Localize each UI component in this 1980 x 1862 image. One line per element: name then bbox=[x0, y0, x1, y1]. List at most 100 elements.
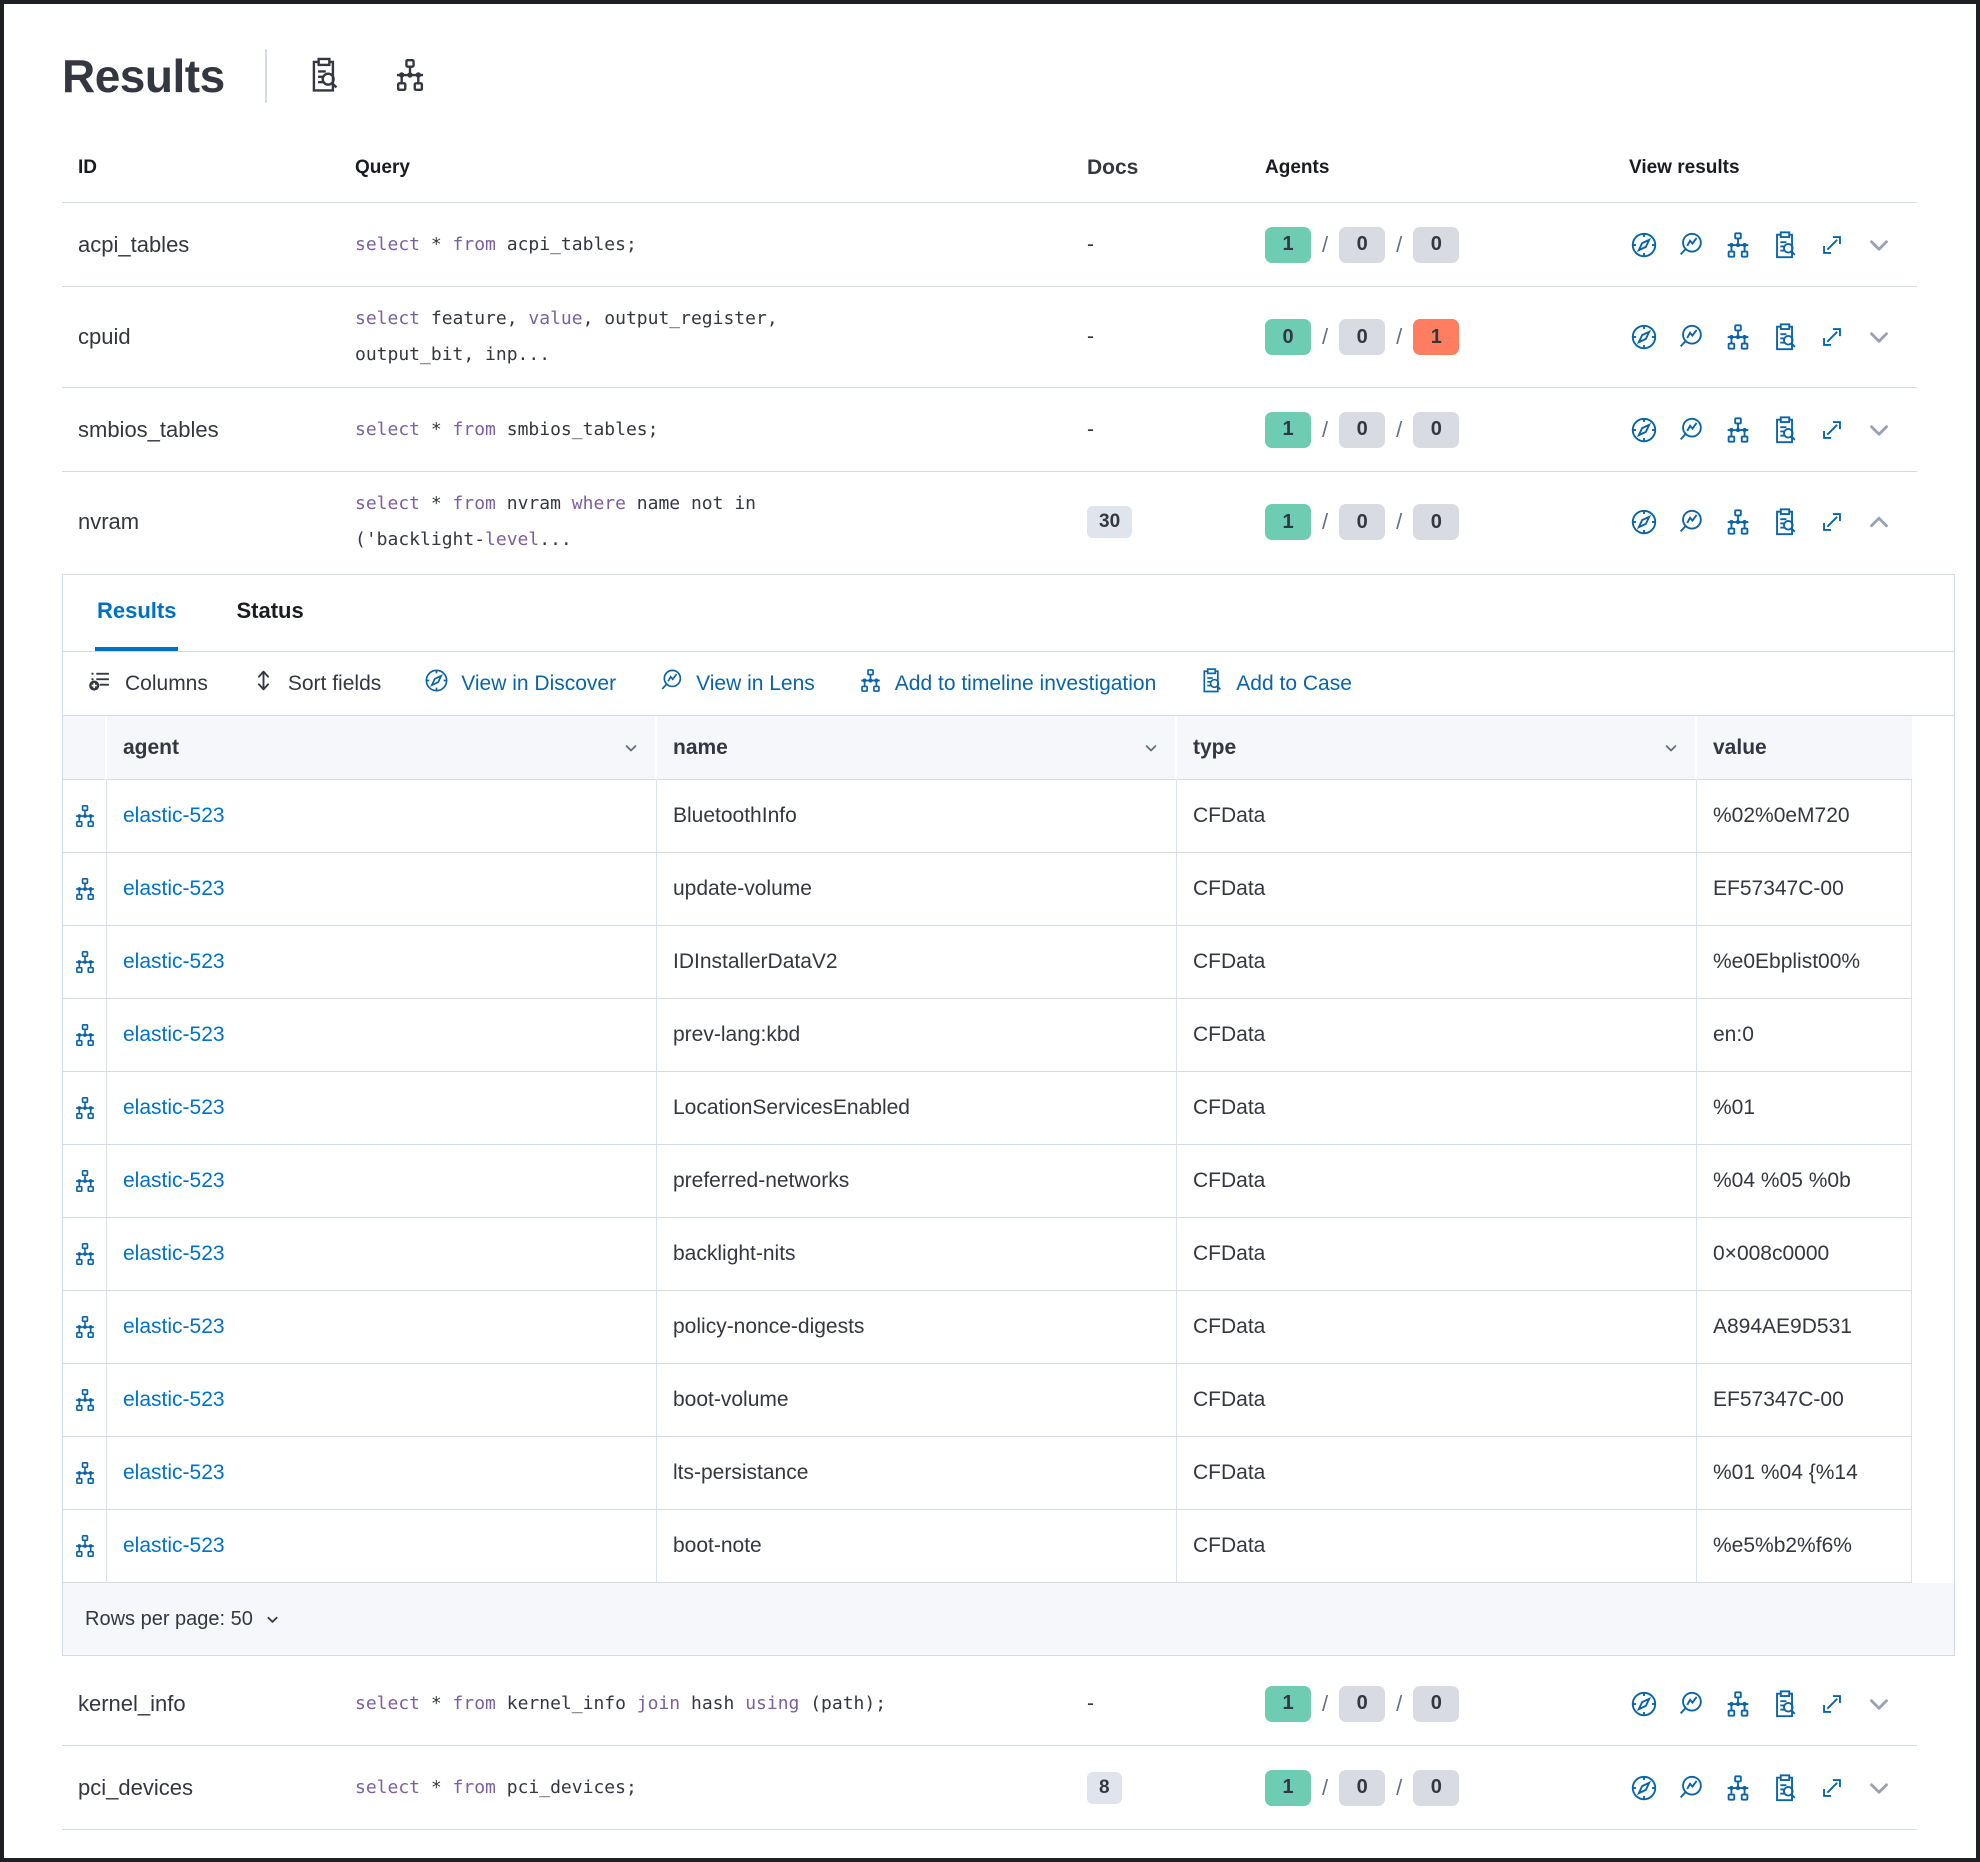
agent-link[interactable]: elastic-523 bbox=[123, 950, 225, 974]
grid-header-type[interactable]: type bbox=[1177, 716, 1697, 780]
add-to-timeline-button[interactable] bbox=[1723, 1773, 1753, 1803]
add-to-timeline-button[interactable] bbox=[1723, 507, 1753, 537]
rows-per-page-label: Rows per page: 50 bbox=[85, 1608, 253, 1631]
chevron-down-icon bbox=[1864, 415, 1894, 445]
row-timeline-control[interactable] bbox=[63, 1145, 107, 1217]
view-in-lens-button[interactable] bbox=[1676, 322, 1706, 352]
sort-fields-button[interactable]: Sort fields bbox=[250, 667, 381, 700]
toggle-expanded-button[interactable] bbox=[1864, 507, 1894, 537]
agent-link[interactable]: elastic-523 bbox=[123, 804, 225, 828]
agent-link[interactable]: elastic-523 bbox=[123, 1388, 225, 1412]
add-to-case-button[interactable] bbox=[1770, 415, 1800, 445]
column-header-docs: Docs bbox=[1055, 156, 1225, 180]
view-in-discover-button[interactable] bbox=[1629, 322, 1659, 352]
expand-results-button[interactable] bbox=[1817, 322, 1847, 352]
view-in-lens-button[interactable] bbox=[1676, 1689, 1706, 1719]
add-to-timeline-button[interactable] bbox=[1723, 415, 1753, 445]
agent-link[interactable]: elastic-523 bbox=[123, 877, 225, 901]
docs-count: - bbox=[1087, 233, 1094, 256]
row-timeline-control[interactable] bbox=[63, 926, 107, 998]
columns-button[interactable]: Columns bbox=[87, 667, 208, 700]
timeline-icon bbox=[72, 1022, 98, 1048]
view-in-lens-button[interactable] bbox=[1676, 230, 1706, 260]
expand-results-button[interactable] bbox=[1817, 1689, 1847, 1719]
query-id: kernel_info bbox=[62, 1691, 355, 1717]
query-id: nvram bbox=[62, 509, 355, 535]
add-to-timeline-button[interactable]: Add to timeline investigation bbox=[857, 667, 1157, 700]
expand-results-button[interactable] bbox=[1817, 230, 1847, 260]
expand-icon bbox=[1817, 507, 1847, 537]
result-type: CFData bbox=[1177, 1218, 1697, 1290]
rows-per-page-control[interactable]: Rows per page: 50 bbox=[63, 1583, 1954, 1655]
tab-status[interactable]: Status bbox=[234, 575, 305, 651]
add-to-timeline-button[interactable] bbox=[1723, 1689, 1753, 1719]
view-in-lens-button[interactable] bbox=[1676, 507, 1706, 537]
agent-link[interactable]: elastic-523 bbox=[123, 1534, 225, 1558]
row-timeline-control[interactable] bbox=[63, 1510, 107, 1582]
tab-results[interactable]: Results bbox=[95, 575, 178, 651]
row-timeline-control[interactable] bbox=[63, 1072, 107, 1144]
timeline-icon[interactable] bbox=[391, 56, 429, 97]
view-in-lens-button[interactable]: View in Lens bbox=[658, 667, 815, 700]
row-timeline-control[interactable] bbox=[63, 999, 107, 1071]
toggle-expanded-button[interactable] bbox=[1864, 415, 1894, 445]
add-to-timeline-button[interactable] bbox=[1723, 322, 1753, 352]
view-in-lens-button[interactable] bbox=[1676, 1773, 1706, 1803]
view-results-actions bbox=[1615, 1773, 1917, 1803]
row-timeline-control[interactable] bbox=[63, 1218, 107, 1290]
agent-link[interactable]: elastic-523 bbox=[123, 1169, 225, 1193]
view-in-discover-button[interactable]: View in Discover bbox=[423, 667, 616, 700]
query-sql: select * from acpi_tables; bbox=[355, 227, 1055, 263]
toggle-expanded-button[interactable] bbox=[1864, 322, 1894, 352]
inspect-icon[interactable] bbox=[305, 56, 343, 97]
add-to-case-button[interactable]: Add to Case bbox=[1198, 667, 1352, 700]
row-timeline-control[interactable] bbox=[63, 780, 107, 852]
grid-header-agent[interactable]: agent bbox=[107, 716, 657, 780]
expand-results-button[interactable] bbox=[1817, 415, 1847, 445]
agent-link[interactable]: elastic-523 bbox=[123, 1461, 225, 1485]
docs-count: - bbox=[1087, 418, 1094, 441]
grid-header-value[interactable]: value bbox=[1697, 716, 1912, 780]
docs-cell: - bbox=[1055, 1692, 1225, 1716]
view-in-discover-button[interactable] bbox=[1629, 1689, 1659, 1719]
sort-icon bbox=[250, 667, 277, 694]
agent-cell: elastic-523 bbox=[107, 1291, 657, 1363]
timeline-icon bbox=[72, 1314, 98, 1340]
expand-results-button[interactable] bbox=[1817, 1773, 1847, 1803]
agent-count-badge: 0 bbox=[1339, 319, 1385, 355]
timeline-icon bbox=[1723, 1773, 1753, 1803]
agent-count-badge: 1 bbox=[1265, 504, 1311, 540]
result-type: CFData bbox=[1177, 1364, 1697, 1436]
toggle-expanded-button[interactable] bbox=[1864, 1773, 1894, 1803]
view-in-discover-button[interactable] bbox=[1629, 1773, 1659, 1803]
toggle-expanded-button[interactable] bbox=[1864, 1689, 1894, 1719]
row-timeline-control[interactable] bbox=[63, 1291, 107, 1363]
add-to-case-button[interactable] bbox=[1770, 322, 1800, 352]
timeline-icon bbox=[72, 1387, 98, 1413]
result-type: CFData bbox=[1177, 1072, 1697, 1144]
agent-link[interactable]: elastic-523 bbox=[123, 1242, 225, 1266]
add-to-case-button[interactable] bbox=[1770, 1689, 1800, 1719]
toggle-expanded-button[interactable] bbox=[1864, 230, 1894, 260]
view-in-discover-button[interactable] bbox=[1629, 415, 1659, 445]
add-to-case-button[interactable] bbox=[1770, 507, 1800, 537]
lens-icon bbox=[658, 667, 685, 694]
view-in-discover-button[interactable] bbox=[1629, 507, 1659, 537]
timeline-icon bbox=[72, 1533, 98, 1559]
add-to-timeline-button[interactable] bbox=[1723, 230, 1753, 260]
result-type: CFData bbox=[1177, 1291, 1697, 1363]
agent-link[interactable]: elastic-523 bbox=[123, 1315, 225, 1339]
row-timeline-control[interactable] bbox=[63, 853, 107, 925]
add-to-case-button[interactable] bbox=[1770, 230, 1800, 260]
row-timeline-control[interactable] bbox=[63, 1364, 107, 1436]
expand-results-button[interactable] bbox=[1817, 507, 1847, 537]
agent-link[interactable]: elastic-523 bbox=[123, 1023, 225, 1047]
row-timeline-control[interactable] bbox=[63, 1437, 107, 1509]
add-to-case-button[interactable] bbox=[1770, 1773, 1800, 1803]
view-in-discover-button[interactable] bbox=[1629, 230, 1659, 260]
grid-header-name[interactable]: name bbox=[657, 716, 1177, 780]
agent-link[interactable]: elastic-523 bbox=[123, 1096, 225, 1120]
view-in-lens-button[interactable] bbox=[1676, 415, 1706, 445]
query-sql: select * from pci_devices; bbox=[355, 1770, 1055, 1806]
sort-fields-label: Sort fields bbox=[288, 672, 381, 696]
